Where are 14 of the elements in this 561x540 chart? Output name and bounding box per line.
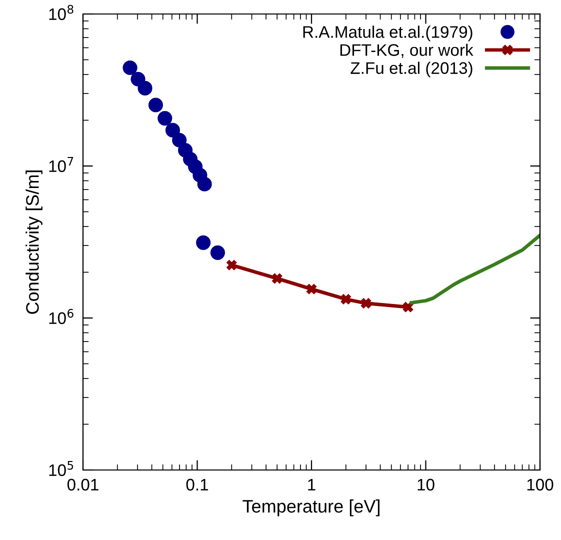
legend-label: DFT-KG, our work <box>340 44 474 58</box>
y-tick-label: 10$^{7}$ <box>49 157 74 172</box>
y-axis-title: Conductivity [S/m] <box>26 170 42 314</box>
x-axis-title: Temperature [eV] <box>242 499 380 516</box>
legend-label: R.A.Matula et.al.(1979) <box>303 26 472 42</box>
x-tick-label: 100 <box>527 478 554 491</box>
x-tick-label: 1 <box>308 478 316 490</box>
x-tick-label: 0.1 <box>186 478 208 491</box>
x-tick-label: 0.01 <box>67 478 98 491</box>
y-tick-label: 10$^{6}$ <box>49 308 74 324</box>
legend-label: Z.Fu et.al (2013) <box>350 62 472 78</box>
y-tick-label: 10$^{5}$ <box>49 461 74 476</box>
x-tick-label: 10 <box>418 478 434 491</box>
y-tick-label: 10$^{8}$ <box>49 4 74 20</box>
